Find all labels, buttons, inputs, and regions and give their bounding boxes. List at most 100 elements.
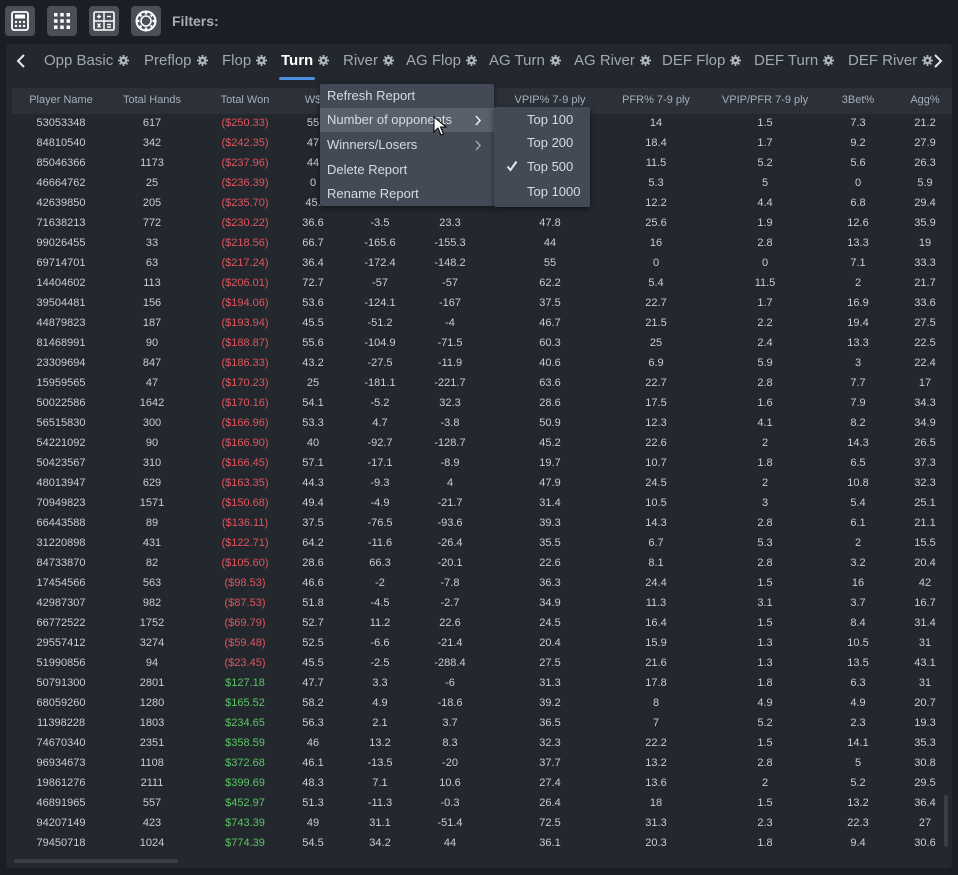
submenu-item-top-100[interactable]: Top 100: [494, 108, 590, 132]
table-cell: 1.5: [757, 617, 773, 629]
submenu-item-top-1000[interactable]: Top 1000: [494, 180, 590, 204]
calculator-icon[interactable]: [5, 6, 35, 36]
gear-icon[interactable]: [639, 55, 651, 66]
table-cell: $372.68: [225, 757, 265, 769]
submenu-item-label: Top 1000: [527, 184, 581, 199]
table-cell: 39.2: [539, 697, 561, 709]
table-cell: -11.3: [367, 797, 393, 809]
table-cell: 20.7: [914, 697, 936, 709]
menu-item-rename-report[interactable]: Rename Report: [320, 182, 494, 206]
table-cell: 35.5: [539, 537, 561, 549]
submenu-item-top-200[interactable]: Top 200: [494, 131, 590, 155]
column-header[interactable]: Total Hands: [122, 94, 182, 106]
opponents-submenu: Top 100 Top 200 Top 500 Top 1000: [494, 107, 590, 207]
poker-chip-icon[interactable]: [131, 6, 161, 36]
tab-def-river[interactable]: DEF River: [848, 52, 934, 69]
menu-item-refresh-report[interactable]: Refresh Report: [320, 84, 494, 108]
table-cell: 29.4: [914, 197, 936, 209]
gear-icon[interactable]: [318, 55, 330, 66]
table-cell: 37.3: [914, 457, 936, 469]
table-cell: 25: [145, 177, 159, 189]
chevron-left-icon[interactable]: [14, 52, 30, 70]
tab-label: Opp Basic: [44, 52, 114, 69]
table-cell: 1803: [139, 717, 165, 729]
table-cell: 50423567: [36, 457, 86, 469]
table-cell: 1.5: [757, 577, 773, 589]
gear-icon[interactable]: [118, 55, 130, 66]
table-cell: 23.3: [439, 217, 461, 229]
column-header[interactable]: Agg%: [910, 94, 940, 106]
table-cell: $774.39: [225, 837, 265, 849]
vertical-scrollbar[interactable]: [944, 795, 948, 847]
tab-def-turn[interactable]: DEF Turn: [754, 52, 835, 69]
column-header[interactable]: PFR% 7-9 ply: [622, 94, 690, 106]
menu-item-number-of-opponents[interactable]: Number of opponents: [320, 108, 494, 132]
table-cell: 44879823: [36, 317, 86, 329]
table-cell: 3274: [139, 637, 165, 649]
tab-ag-turn[interactable]: AG Turn: [489, 52, 561, 69]
gear-icon[interactable]: [922, 55, 934, 66]
gear-icon[interactable]: [823, 55, 835, 66]
menu-item-winners-losers[interactable]: Winners/Losers: [320, 133, 494, 157]
table-cell: 11.5: [754, 277, 776, 289]
gear-icon[interactable]: [383, 55, 395, 66]
table-cell: 46.1: [302, 757, 324, 769]
table-cell: 7.7: [850, 377, 866, 389]
column-header[interactable]: W$: [304, 94, 322, 106]
table-cell: 22.7: [645, 377, 667, 389]
column-header[interactable]: 3Bet%: [841, 94, 875, 106]
table-cell: ($235.70): [221, 197, 269, 209]
gear-icon[interactable]: [196, 55, 208, 66]
gear-icon[interactable]: [730, 55, 742, 66]
table-cell: 56.3: [302, 717, 324, 729]
table-cell: 2111: [140, 777, 164, 789]
table-cell: 36.4: [302, 257, 324, 269]
table-cell: 3: [761, 497, 769, 509]
table-cell: -3.8: [440, 417, 460, 429]
gear-icon[interactable]: [256, 55, 268, 66]
table-cell: 5.2: [757, 717, 773, 729]
table-calc-icon[interactable]: [89, 6, 119, 36]
table-cell: 1024: [139, 837, 165, 849]
table-cell: 16: [649, 237, 663, 249]
menu-item-delete-report[interactable]: Delete Report: [320, 158, 494, 182]
submenu-item-top-500[interactable]: Top 500: [494, 155, 590, 179]
table-cell: 32.3: [439, 397, 461, 409]
table-cell: -13.5: [367, 757, 393, 769]
table-cell: 8.3: [442, 737, 458, 749]
grid-icon[interactable]: [47, 6, 77, 36]
table-cell: 19.4: [847, 317, 869, 329]
tab-turn[interactable]: Turn: [281, 52, 330, 69]
gear-icon[interactable]: [549, 55, 561, 66]
tab-def-flop[interactable]: DEF Flop: [662, 52, 742, 69]
table-cell: $743.39: [225, 817, 265, 829]
gear-icon[interactable]: [466, 55, 478, 66]
tab-preflop[interactable]: Preflop: [144, 52, 208, 69]
column-header[interactable]: Total Won: [220, 94, 270, 106]
table-cell: 1.7: [757, 137, 773, 149]
table-cell: 57.1: [302, 457, 324, 469]
tab-ag-flop[interactable]: AG Flop: [406, 52, 478, 69]
column-header[interactable]: Player Name: [29, 94, 93, 106]
chevron-right-icon[interactable]: [930, 52, 946, 70]
table-cell: 42: [918, 577, 932, 589]
column-header[interactable]: VPIP% 7-9 ply: [514, 94, 586, 106]
horizontal-scrollbar[interactable]: [14, 859, 178, 863]
table-cell: 16.4: [645, 617, 667, 629]
tab-river[interactable]: River: [343, 52, 395, 69]
tab-opp-basic[interactable]: Opp Basic: [44, 52, 130, 69]
tab-flop[interactable]: Flop: [222, 52, 268, 69]
table-cell: 48013947: [36, 477, 86, 489]
table-cell: 43.2: [302, 357, 324, 369]
table-cell: 51990856: [36, 657, 86, 669]
column-header[interactable]: VPIP/PFR 7-9 ply: [721, 94, 809, 106]
table-cell: 25: [306, 377, 320, 389]
table-cell: $127.18: [225, 677, 265, 689]
table-cell: 53.6: [302, 297, 324, 309]
table-cell: 31.1: [369, 817, 391, 829]
tab-ag-river[interactable]: AG River: [574, 52, 651, 69]
table-cell: 629: [142, 477, 162, 489]
table-cell: 50.9: [539, 417, 561, 429]
table-cell: 10.8: [847, 477, 869, 489]
table-cell: 46664762: [36, 177, 86, 189]
